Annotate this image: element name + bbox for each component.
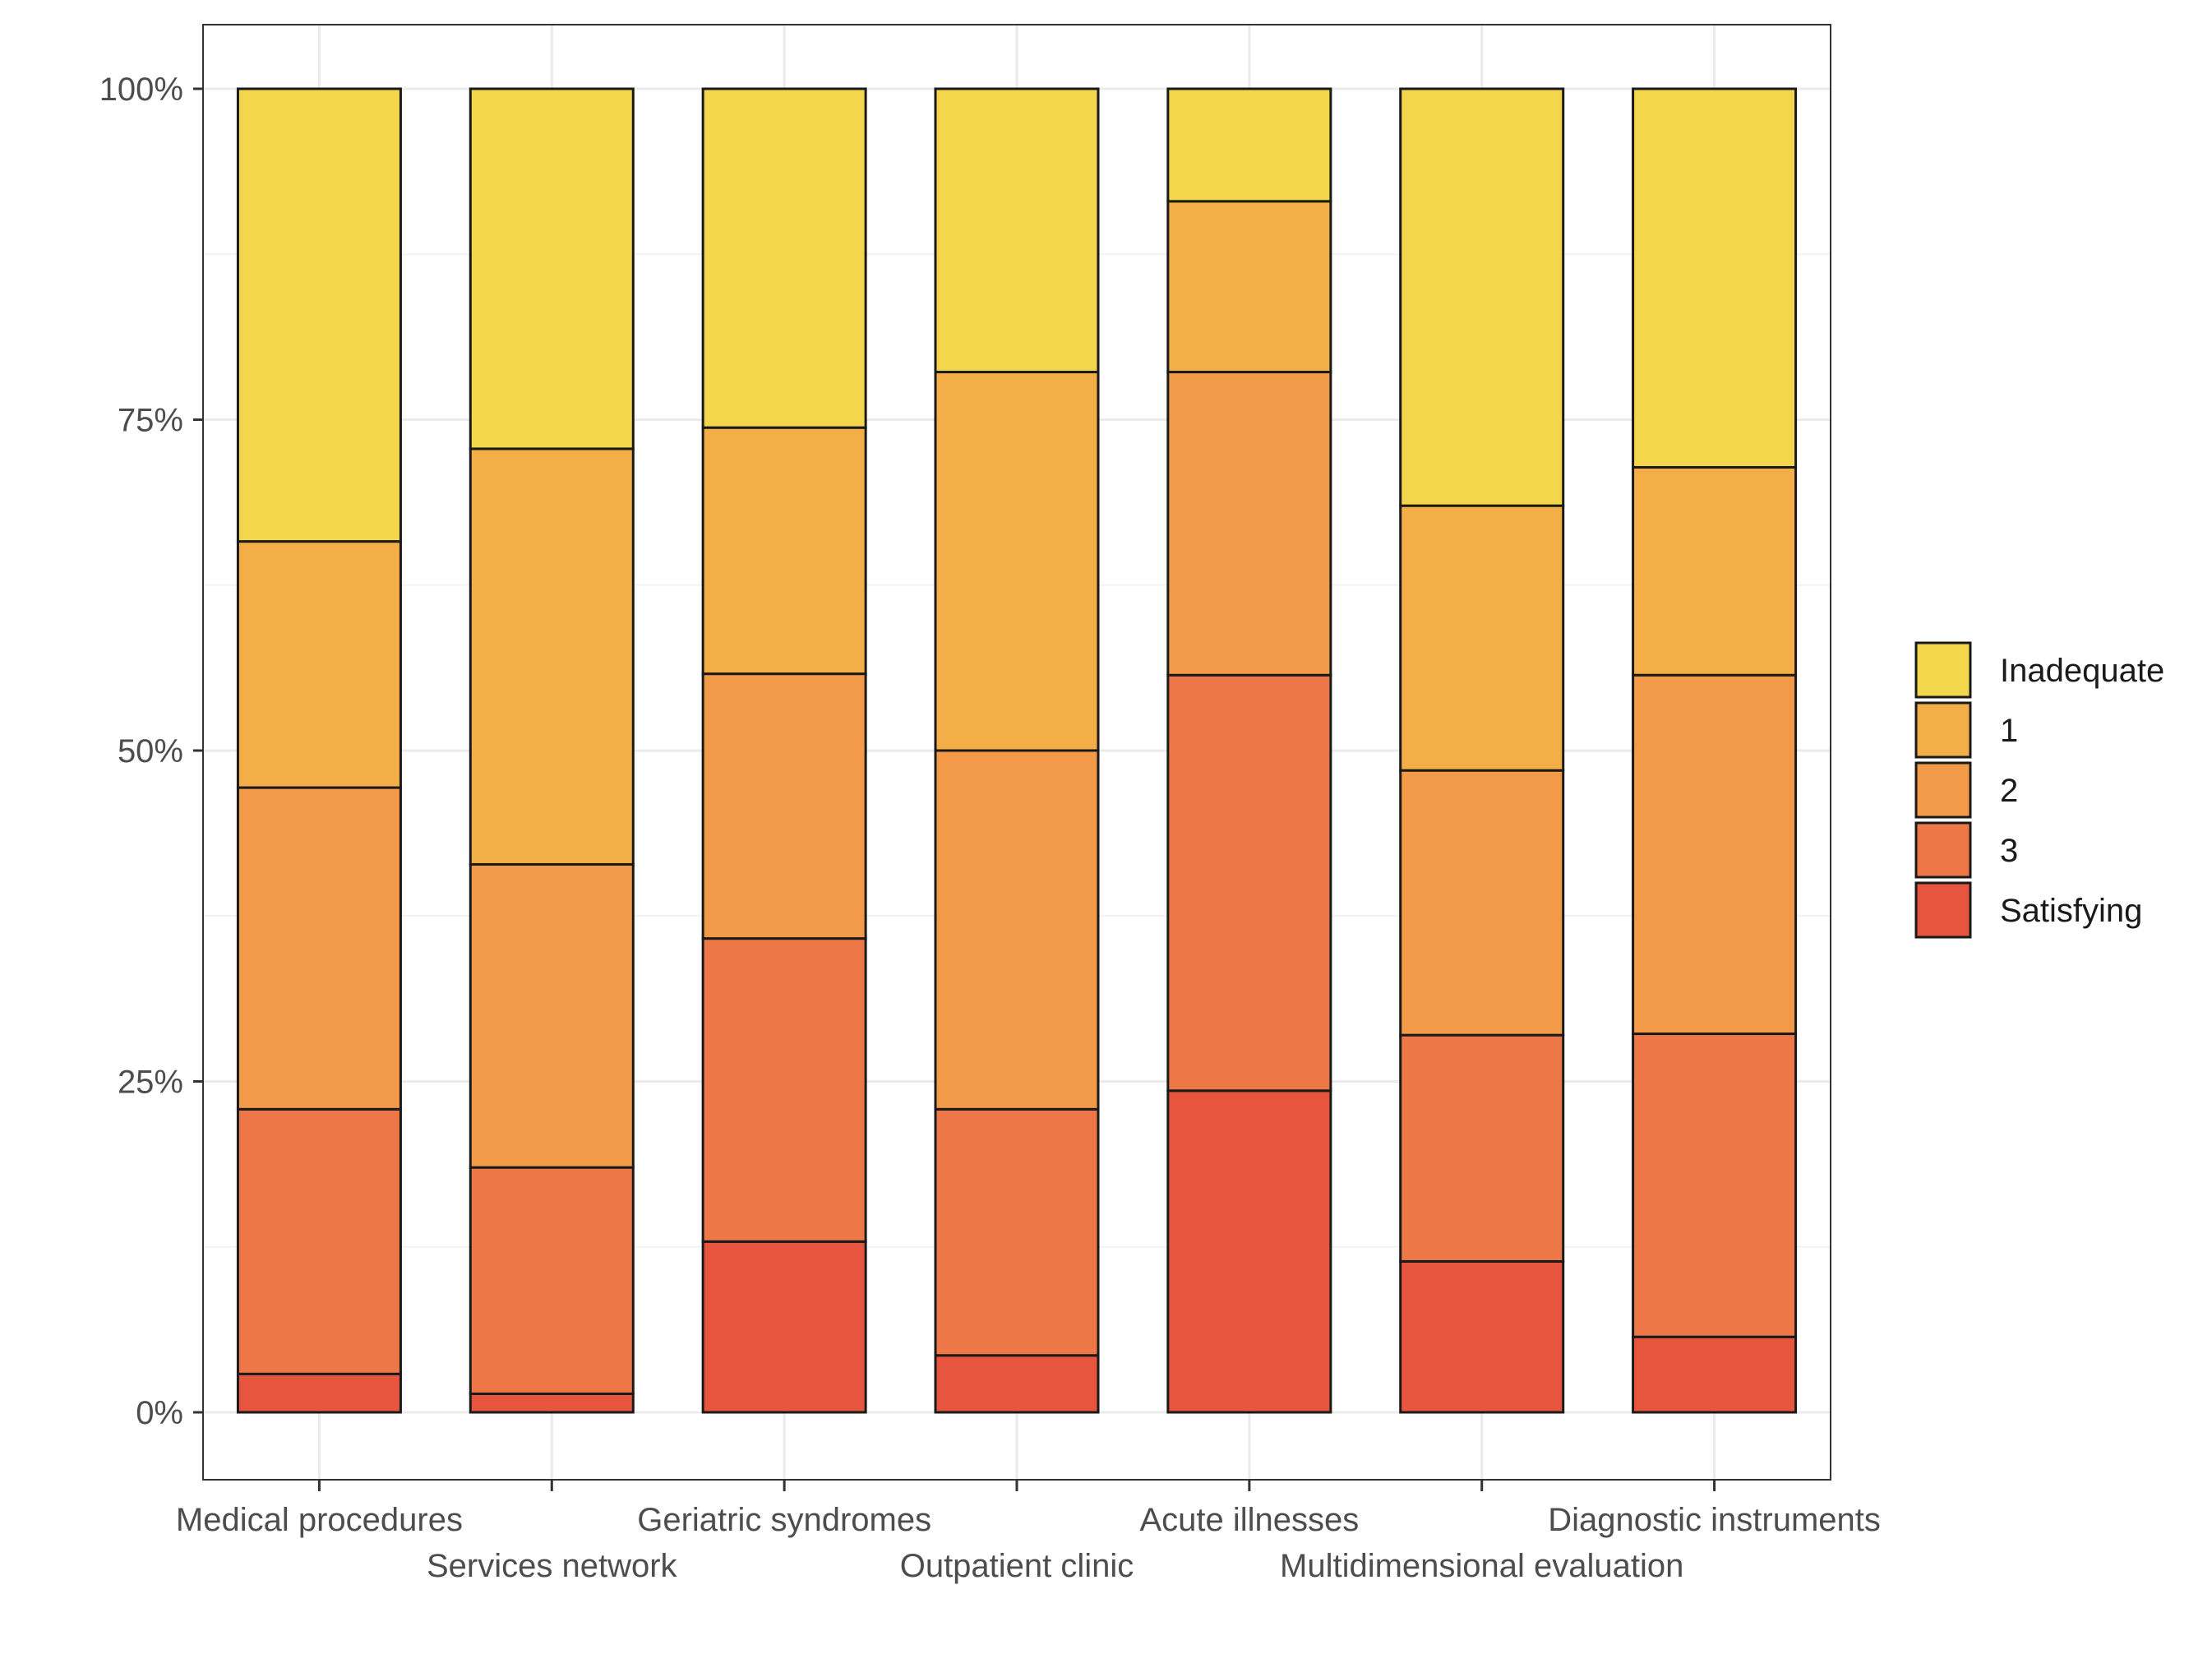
bar-segment [469,1166,635,1395]
legend-label: 3 [2000,833,2018,869]
legend-label: 1 [2000,713,2018,749]
bar-segment [236,786,402,1111]
bar-segment [236,1372,402,1414]
y-tick-label: 75% [118,403,183,439]
x-tick-label: Outpatient clinic [900,1548,1134,1584]
legend: Inadequate 1 2 3 Satisfying [1914,641,2164,939]
bar-segment [1399,504,1565,772]
bar-segment [934,1354,1100,1414]
x-tick-label: Services network [427,1548,678,1584]
bar-segment [934,87,1100,374]
bar-segment [701,672,867,940]
x-tick-label: Medical procedures [176,1502,463,1538]
x-tick-label: Geriatric syndromes [637,1502,931,1538]
bar-segment [1399,769,1565,1037]
bars [236,87,1798,1414]
x-tick-label: Diagnostic instruments [1548,1502,1881,1538]
x-tick-label: Multidimensional evaluation [1280,1548,1683,1584]
bar-segment [1399,1033,1565,1263]
bar-segment [469,87,635,450]
bar-segment [1166,200,1332,374]
bar-segment [1166,1089,1332,1414]
legend-swatch [1914,821,1972,879]
bar-segment [236,540,402,789]
bar-segment [1632,465,1798,677]
bar-segment [934,371,1100,752]
x-axis: Medical procedures Services network Geriat… [176,1480,1881,1584]
x-tick-label: Acute illnesses [1139,1502,1359,1538]
bar-segment [701,426,867,676]
bar-segment [701,87,867,429]
bar-segment [236,1107,402,1375]
legend-swatch [1914,641,1972,699]
legend-label: 2 [2000,773,2018,809]
y-tick-label: 25% [118,1065,183,1101]
bar-segment [701,1240,867,1414]
bar-segment [934,749,1100,1111]
bar-segment [236,87,402,543]
bar-segment [469,862,635,1169]
bar-segment [1632,673,1798,1036]
legend-label: Satisfying [2000,893,2142,929]
y-tick-label: 0% [136,1395,183,1431]
bar-segment [1166,673,1332,1093]
legend-swatch [1914,881,1972,939]
legend-swatch [1914,701,1972,759]
bar-segment [701,937,867,1243]
y-axis: 0% 25% 50% 75% 100% [99,72,203,1431]
bar-segment [1166,371,1332,677]
legend-label: Inadequate [2000,653,2164,689]
legend-swatch [1914,761,1972,819]
bar-segment [1399,87,1565,507]
y-tick-label: 100% [99,72,183,108]
bar-segment [1166,87,1332,203]
y-tick-label: 50% [118,733,183,769]
bar-segment [469,1392,635,1414]
bar-segment [469,447,635,866]
bar-segment [1632,1335,1798,1414]
bar-segment [1399,1259,1565,1414]
bar-segment [1632,87,1798,469]
bar-segment [1632,1033,1798,1338]
bar-segment [934,1107,1100,1357]
